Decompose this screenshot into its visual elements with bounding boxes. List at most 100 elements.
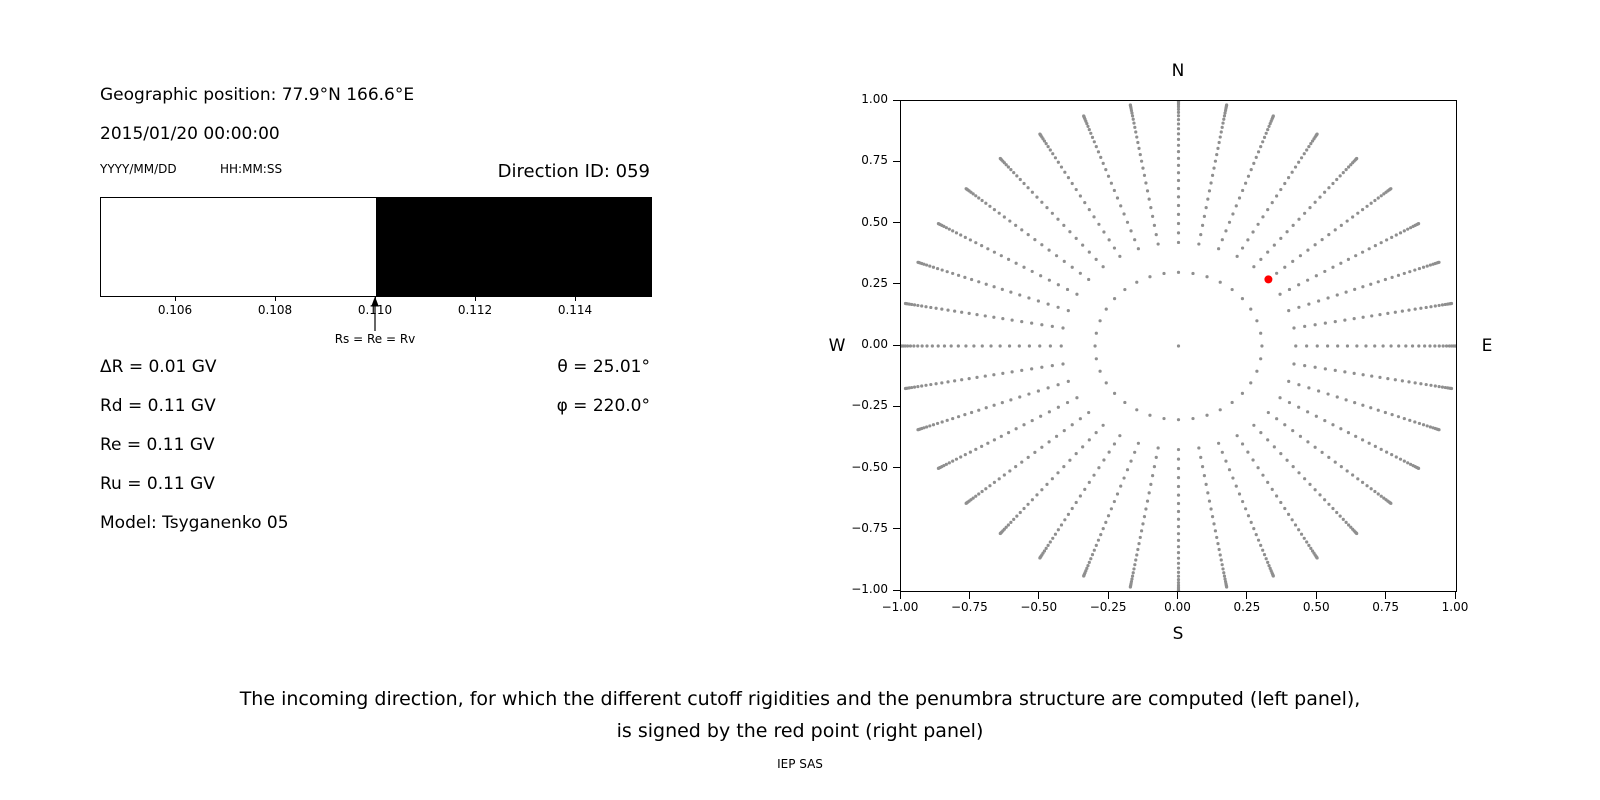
direction-grid-point	[972, 344, 976, 348]
direction-grid-point	[1176, 525, 1181, 529]
direction-grid-point	[1390, 235, 1394, 239]
direction-grid-point	[1030, 190, 1034, 194]
direction-grid-point	[1339, 465, 1343, 469]
direction-grid-point	[1421, 265, 1426, 269]
direction-grid-point	[992, 373, 996, 377]
direction-grid-point	[1176, 344, 1181, 348]
direction-grid-point	[1221, 121, 1225, 125]
direction-grid-point	[1218, 553, 1222, 557]
direction-grid-point	[1101, 265, 1105, 269]
direction-grid-point	[1050, 477, 1054, 481]
direction-grid-point	[1176, 270, 1181, 274]
direction-grid-point	[1135, 553, 1139, 557]
delta-r-value: ΔR = 0.01 GV	[100, 357, 217, 377]
direction-grid-point	[1398, 231, 1403, 235]
direction-grid-point	[1266, 128, 1270, 132]
direction-grid-point	[1097, 466, 1101, 470]
direction-grid-point	[1241, 499, 1245, 504]
direction-grid-point	[1370, 314, 1374, 318]
direction-grid-point	[1082, 114, 1086, 118]
direction-grid-point	[1244, 507, 1248, 511]
direction-grid-point	[1046, 386, 1050, 390]
direction-grid-point	[1373, 244, 1377, 248]
direction-grid-point	[1299, 156, 1304, 160]
direction-grid-point	[1335, 177, 1339, 182]
direction-grid-point	[1424, 382, 1428, 387]
direction-grid-point	[967, 311, 971, 316]
direction-grid-point	[1176, 110, 1181, 114]
direction-grid-point	[1135, 280, 1139, 284]
direction-grid-point	[1056, 405, 1060, 409]
direction-grid-point	[908, 344, 913, 348]
direction-grid-point	[947, 227, 951, 231]
direction-grid-point	[1097, 222, 1101, 226]
direction-grid-point	[940, 381, 944, 385]
direction-grid-point	[1014, 223, 1018, 227]
direction-grid-point	[1302, 536, 1306, 540]
direction-grid-point	[964, 187, 968, 191]
direction-grid-point	[1419, 382, 1423, 386]
direction-grid-point	[1027, 392, 1031, 396]
direction-id-label: Direction ID: 059	[497, 161, 650, 182]
direction-grid-point	[1251, 230, 1255, 234]
direction-grid-point	[1087, 560, 1091, 564]
direction-grid-point	[1104, 520, 1108, 524]
direction-grid-point	[999, 434, 1003, 438]
direction-grid-point	[931, 423, 936, 427]
direction-grid-point	[1176, 538, 1181, 542]
direction-grid-point	[1283, 506, 1287, 511]
direction-grid-point	[912, 385, 917, 389]
direction-grid-point	[1062, 429, 1066, 433]
direction-grid-point	[1396, 415, 1401, 419]
direction-grid-point	[1215, 535, 1219, 540]
direction-grid-point	[1050, 364, 1054, 368]
direction-grid-point	[1261, 473, 1265, 477]
x-tick-mark	[1038, 592, 1040, 599]
direction-grid-point	[1087, 438, 1091, 442]
direction-grid-point	[970, 277, 974, 282]
direction-grid-point	[1053, 532, 1058, 536]
direction-grid-point	[1046, 543, 1050, 547]
direction-grid-point	[1407, 380, 1411, 384]
direction-grid-point	[1006, 523, 1010, 527]
direction-grid-point	[1038, 344, 1042, 348]
direction-grid-point	[1268, 566, 1272, 570]
direction-grid-point	[1360, 208, 1365, 212]
direction-grid-point	[1335, 395, 1339, 399]
direction-grid-point	[1317, 389, 1321, 393]
direction-grid-point	[1249, 381, 1253, 385]
direction-grid-point	[1038, 132, 1042, 136]
direction-grid-point	[1297, 160, 1301, 164]
direction-grid-point	[1074, 187, 1078, 192]
direction-grid-point	[1026, 455, 1030, 459]
direction-grid-point	[992, 315, 996, 319]
caption-line-1: The incoming direction, for which the di…	[239, 688, 1361, 710]
compass-south-label: S	[1172, 624, 1184, 644]
direction-grid-point	[1249, 168, 1253, 172]
direction-grid-point	[1070, 506, 1074, 511]
direction-grid-point	[1373, 489, 1377, 494]
direction-grid-point	[1026, 502, 1030, 506]
direction-grid-point	[1125, 468, 1130, 472]
direction-grid-point	[1259, 431, 1263, 435]
direction-grid-point	[940, 307, 944, 311]
direction-grid-point	[1378, 313, 1382, 317]
direction-grid-point	[1413, 307, 1417, 311]
direction-grid-point	[975, 375, 979, 379]
direction-grid-point	[1151, 474, 1155, 478]
penumbra-bar	[100, 197, 652, 297]
direction-grid-point	[989, 344, 993, 348]
direction-grid-point	[1314, 274, 1318, 278]
direction-grid-point	[916, 428, 920, 432]
direction-grid-point	[1083, 201, 1087, 205]
direction-grid-point	[1056, 217, 1060, 221]
direction-grid-point	[1130, 577, 1134, 581]
x-tick-mark	[1385, 592, 1387, 599]
direction-grid-point	[1303, 324, 1307, 328]
direction-grid-point	[1251, 458, 1255, 462]
direction-grid-point	[1040, 243, 1044, 247]
direction-grid-point	[1259, 357, 1263, 361]
direction-grid-point	[1017, 344, 1021, 348]
direction-grid-point	[931, 265, 936, 269]
direction-grid-point	[1441, 344, 1445, 348]
